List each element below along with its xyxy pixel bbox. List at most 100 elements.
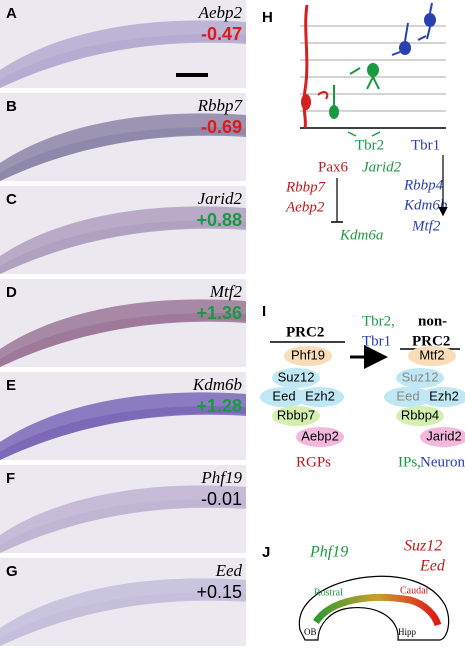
panel-letter: I [262, 303, 266, 320]
layer-lines [300, 25, 446, 112]
fold-change: +0.15 [196, 582, 242, 602]
arrows [347, 131, 381, 137]
subunit-oval [396, 368, 444, 388]
tissue-band-inner [0, 34, 246, 88]
label: Kdm6a [339, 227, 383, 243]
subunit-oval [284, 346, 332, 366]
caption: Neurons [420, 454, 465, 470]
arrow [317, 91, 329, 100]
caption: RGPs [296, 454, 331, 470]
title: PRC2 [412, 333, 450, 349]
subunit-oval [420, 427, 465, 447]
subunit-oval [272, 368, 320, 388]
ip-cell [367, 63, 379, 77]
label: Rbbp7 [285, 179, 327, 195]
subunit: Phf19 [291, 347, 325, 362]
subunit-oval [272, 406, 320, 426]
panel-letter: C [6, 191, 17, 208]
subunit: Rbbp7 [277, 407, 315, 422]
tissue-band-inner [0, 499, 246, 553]
caption: IPs, [398, 454, 421, 470]
fold-change: -0.47 [201, 24, 242, 44]
fold-change: -0.69 [201, 117, 242, 137]
label: OB [304, 627, 317, 637]
title: non- [418, 313, 447, 329]
subunit-oval [396, 406, 444, 426]
gradient-band [313, 593, 442, 627]
label: Rostral [314, 587, 343, 598]
rgp-cell [301, 94, 311, 110]
gene-name: Jarid2 [198, 189, 243, 208]
fold-change: +1.28 [196, 396, 242, 416]
label: Tbr2, [362, 313, 395, 329]
label: Hipp [398, 627, 417, 637]
panel-letter: E [6, 377, 16, 394]
panel-h: H Tbr2 Tbr1 Pax6 Jarid2 Rbbp7 Aebp2 Rbbp… [262, 2, 448, 243]
label: Caudal [400, 585, 429, 596]
subunit: Suz12 [278, 369, 315, 384]
subunit: Mtf2 [419, 347, 444, 362]
fold-change: +0.88 [196, 210, 242, 230]
brain-outline [298, 575, 450, 641]
tissue-band-inner [0, 127, 246, 181]
label: Rbbp4 [403, 177, 444, 193]
tissue-band-inner [0, 592, 246, 646]
panel-letter: F [6, 470, 15, 487]
panel-letter: A [6, 5, 17, 22]
panel-letter: J [262, 544, 270, 561]
label: Tbr2 [355, 137, 384, 153]
panel-letter: D [6, 284, 17, 301]
ip-cell [329, 105, 339, 119]
panel-j: J Phf19 Suz12 Eed Rostral Caudal OB Hipp [262, 538, 450, 641]
label: Kdm6b [403, 197, 448, 213]
subunit: Eed [396, 388, 419, 403]
panel-letter: G [6, 563, 18, 580]
subunit-oval [420, 387, 465, 407]
tissue-band-inner [0, 406, 246, 460]
process [349, 67, 380, 90]
subunit: Eed [272, 388, 295, 403]
subunit-oval [384, 387, 432, 407]
label: Jarid2 [362, 159, 402, 175]
radial-glia [302, 4, 309, 129]
gene-name: Aebp2 [198, 3, 243, 22]
gene-name: Eed [215, 561, 243, 580]
label: Aebp2 [285, 199, 325, 215]
subunit: Aebp2 [301, 428, 339, 443]
subunit: Ezh2 [305, 388, 335, 403]
gene-name: Rbbp7 [197, 96, 244, 115]
gene-name: Phf19 [200, 468, 242, 487]
label: Eed [419, 558, 446, 575]
panel-letter: B [6, 98, 17, 115]
subunit: Ezh2 [429, 388, 459, 403]
fold-change: -0.01 [201, 489, 242, 509]
gene-name: Kdm6b [192, 375, 242, 394]
label: Pax6 [318, 159, 349, 175]
process [391, 22, 427, 56]
panel-letter: H [262, 9, 273, 26]
label: Mtf2 [411, 218, 441, 234]
fold-change: +1.36 [196, 303, 242, 323]
subunit: Suz12 [402, 369, 439, 384]
label: Suz12 [404, 538, 442, 555]
subunit: Jarid2 [426, 428, 461, 443]
panel-i: I PRC2 Tbr2, Tbr1 non- PRC2 Phf19 Suz12 Ee… [260, 303, 465, 470]
process [426, 2, 433, 40]
neuron-cell [424, 13, 436, 27]
subunit: Rbbp4 [401, 407, 439, 422]
subunit-oval [296, 427, 344, 447]
title: PRC2 [286, 324, 324, 340]
in-situ-panels: A Aebp2 -0.47 B Rbbp7 -0.69 C Jarid2 +0.88 D Mtf2 +… [0, 0, 246, 646]
subunit-oval [408, 346, 456, 366]
neuron-cell [399, 41, 411, 55]
label: Phf19 [309, 544, 348, 561]
label: Tbr1 [362, 333, 391, 349]
tissue-band-inner [0, 313, 246, 367]
gene-name: Mtf2 [209, 282, 243, 301]
scale-bar [176, 73, 208, 77]
subunit-oval [296, 387, 344, 407]
label: Tbr1 [411, 137, 440, 153]
subunit-oval [260, 387, 308, 407]
tissue-band-inner [0, 220, 246, 274]
